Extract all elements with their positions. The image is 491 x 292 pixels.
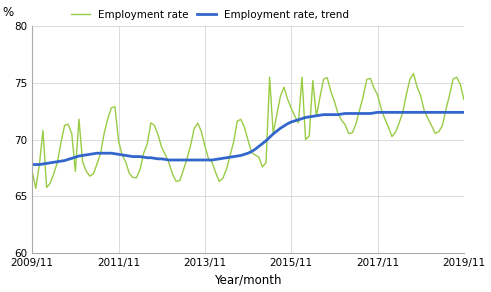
Line: Employment rate, trend: Employment rate, trend <box>32 112 464 164</box>
X-axis label: Year/month: Year/month <box>214 273 282 286</box>
Employment rate, trend <box>299 117 305 120</box>
Employment rate <box>461 98 467 101</box>
Employment rate <box>217 180 222 183</box>
Employment rate, trend <box>213 158 218 161</box>
Line: Employment rate: Employment rate <box>32 74 464 188</box>
Employment rate, trend <box>29 163 35 166</box>
Employment rate <box>134 176 139 180</box>
Employment rate <box>76 117 82 121</box>
Employment rate <box>410 72 416 75</box>
Employment rate <box>33 187 39 190</box>
Employment rate, trend <box>72 155 78 159</box>
Employment rate, trend <box>436 111 441 114</box>
Employment rate, trend <box>130 155 136 158</box>
Employment rate <box>324 76 330 79</box>
Text: %: % <box>2 6 13 19</box>
Employment rate <box>29 170 35 173</box>
Employment rate <box>302 138 308 141</box>
Employment rate, trend <box>375 111 381 114</box>
Employment rate, trend <box>321 113 327 117</box>
Employment rate <box>439 124 445 128</box>
Legend: Employment rate, Employment rate, trend: Employment rate, Employment rate, trend <box>67 6 353 24</box>
Employment rate, trend <box>461 111 467 114</box>
